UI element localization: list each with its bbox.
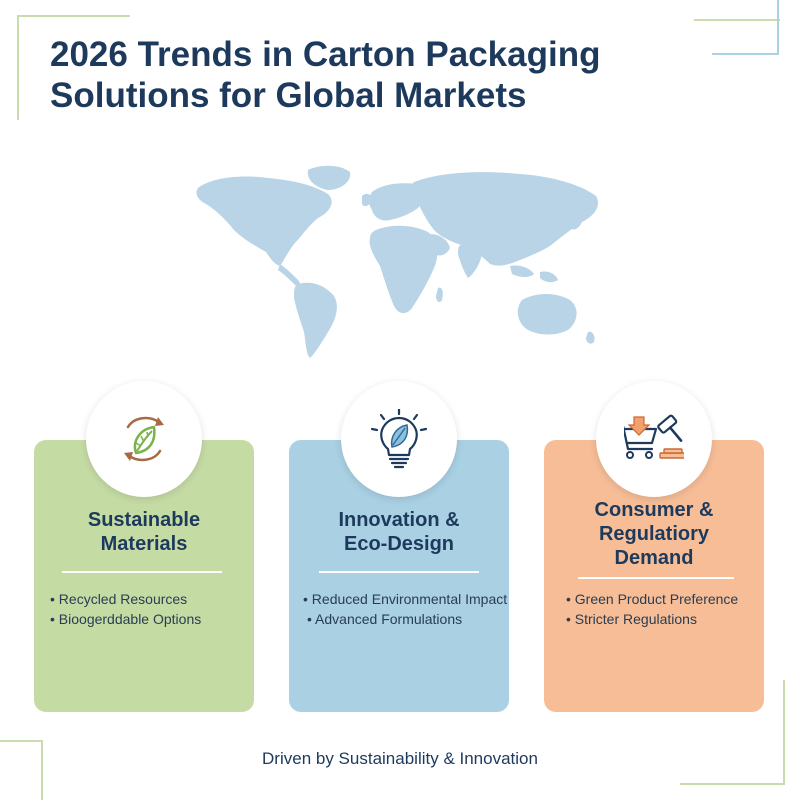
- card-innovation-eco-design: Innovation & Eco-Design Reduced Environm…: [289, 440, 509, 712]
- icon-circle-consumer: [596, 381, 712, 497]
- title-line-2: Solutions for Global Markets: [50, 76, 527, 115]
- card-heading: Innovation & Eco-Design: [338, 509, 460, 555]
- list-item: Green Product Preference: [566, 589, 738, 609]
- corner-decoration-top-left: [17, 15, 130, 120]
- footer-tagline: Driven by Sustainability & Innovation: [262, 749, 538, 768]
- card-bullets: Green Product Preference Stricter Regula…: [566, 589, 738, 629]
- recycle-leaf-icon: [124, 416, 164, 462]
- world-map: [196, 165, 599, 358]
- card-bullets: Reduced Environmental Impact Advanced Fo…: [303, 589, 507, 629]
- card-divider: [319, 571, 479, 573]
- cart-gavel-icon: [624, 414, 684, 459]
- list-item: Reduced Environmental Impact: [303, 589, 507, 609]
- card-divider: [62, 571, 222, 573]
- icon-circle-sustainable: [86, 381, 202, 497]
- list-item: Recycled Resources: [50, 589, 201, 609]
- page-title: 2026 Trends in Carton Packaging Solution…: [50, 34, 690, 116]
- lightbulb-leaf-icon: [370, 409, 428, 469]
- icon-circle-innovation: [341, 381, 457, 497]
- list-item: Advanced Formulations: [303, 609, 507, 629]
- card-heading: Sustainable Materials: [87, 509, 201, 555]
- title-line-1: 2026 Trends in Carton Packaging: [50, 35, 601, 74]
- corner-decoration-bottom-right: [680, 680, 785, 785]
- corner-decoration-top-right: [694, 0, 780, 55]
- corner-decoration-bottom-left: [0, 740, 43, 800]
- card-divider: [578, 577, 734, 579]
- card-heading: Consumer & Regulatiory Demand: [594, 499, 714, 569]
- list-item: Bioogerddable Options: [50, 609, 201, 629]
- list-item: Stricter Regulations: [566, 609, 738, 629]
- card-bullets: Recycled Resources Bioogerddable Options: [50, 589, 201, 629]
